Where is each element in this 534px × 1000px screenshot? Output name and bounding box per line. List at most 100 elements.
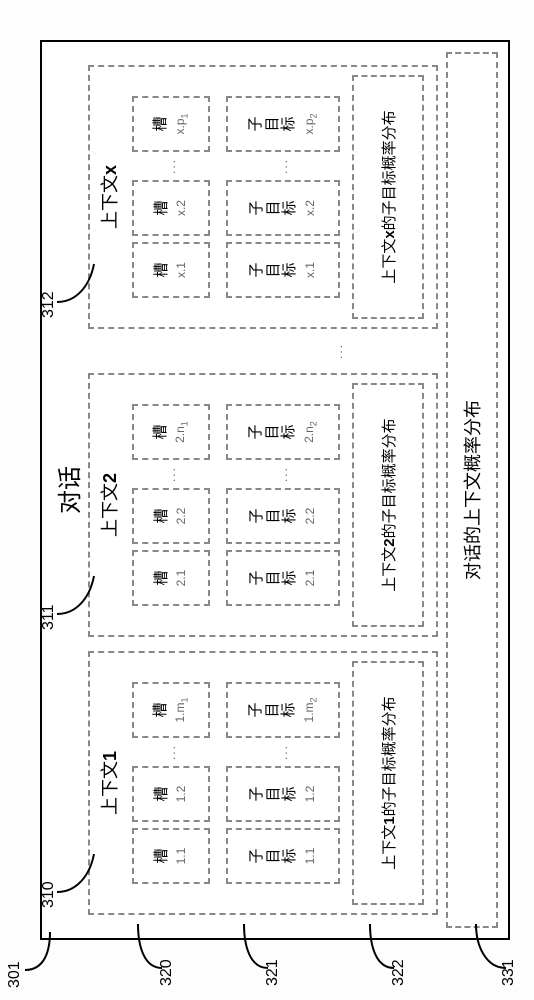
- context-2-title-suffix: 2: [100, 473, 120, 483]
- subgoal-box: 子目标 2.2: [226, 488, 340, 544]
- slot-label: 槽: [154, 571, 171, 586]
- context-dist-label: 对话的上下文概率分布: [459, 400, 485, 580]
- context-dist-box: 对话的上下文概率分布: [446, 52, 498, 928]
- subgoal-index: 1.2: [303, 786, 317, 803]
- subgoal-box: 子目标 1.m2: [226, 682, 340, 738]
- slot-box: 槽1.m1: [132, 682, 210, 738]
- subgoal-label: 子目标: [249, 201, 299, 216]
- subgoal-index: 1.m2: [302, 698, 318, 723]
- subgoal-label: 子目标: [248, 117, 298, 132]
- slot-label: 槽: [153, 425, 170, 440]
- context-2-subgoals-row: 子目标 2.1 子目标 2.2 ... 子目标 2.n2: [222, 383, 344, 627]
- slot-label: 槽: [154, 509, 171, 524]
- callout-321: 321: [264, 959, 282, 986]
- subgoal-label: 子目标: [249, 849, 299, 864]
- ellipsis: ...: [276, 158, 290, 174]
- context-x-title-prefix: 上下文: [100, 175, 120, 229]
- subgoal-dist-label: 上下文2的子目标概率分布: [378, 418, 399, 591]
- slot-index: x.p1: [173, 113, 189, 134]
- subgoal-label: 子目标: [249, 571, 299, 586]
- subgoal-index: 2.1: [303, 570, 317, 587]
- context-1-subgoal-dist: 上下文1的子目标概率分布: [352, 661, 424, 905]
- context-2: 上下文2 槽2.1 槽2.2 ... 槽2.n1 子目标2.1 子目标2.2 .…: [88, 373, 438, 637]
- subgoal-label: 子目标: [249, 263, 299, 278]
- slot-box: 槽x.2: [132, 180, 210, 236]
- context-1-slots-row: 槽1.1 槽1.2 ... 槽1.m1: [128, 661, 214, 905]
- context-2-subgoal-dist: 上下文2的子目标概率分布: [352, 383, 424, 627]
- slot-box: 槽x.1: [132, 242, 210, 298]
- slot-box: 槽x.p1: [132, 96, 210, 152]
- ellipsis: ...: [164, 158, 178, 174]
- subgoal-label: 子目标: [248, 703, 298, 718]
- dialog-title: 对话: [42, 42, 91, 938]
- slot-index: 1.m1: [173, 698, 189, 723]
- subgoal-box: 子目标 2.n2: [226, 404, 340, 460]
- subgoal-box: 子目标 1.2: [226, 766, 340, 822]
- slot-label: 槽: [153, 117, 170, 132]
- subgoal-index: x.2: [303, 200, 317, 216]
- callout-curve: [52, 260, 98, 310]
- subgoal-label: 子目标: [249, 787, 299, 802]
- context-1-title: 上下文1: [96, 661, 122, 905]
- context-1-subgoals-row: 子目标 1.1 子目标 1.2 ... 子目标 1.m2: [222, 661, 344, 905]
- slot-box: 槽2.n1: [132, 404, 210, 460]
- context-1-title-suffix: 1: [100, 751, 120, 761]
- subgoal-index: 2.2: [303, 508, 317, 525]
- context-x-subgoal-dist: 上下文x的子目标概率分布: [352, 75, 424, 319]
- subgoal-box: 子目标x.p2: [226, 96, 340, 152]
- subgoal-box: 子目标 2.1: [226, 550, 340, 606]
- subgoal-box: 子目标 x.1: [226, 242, 340, 298]
- context-x-title-suffix: x: [100, 165, 120, 175]
- subgoal-box: 子目标 x.2: [226, 180, 340, 236]
- context-1: 上下文1 槽1.1 槽1.2 ... 槽1.m1 子目标1.1 子目标1.2 .…: [88, 651, 438, 915]
- callout-322: 322: [390, 959, 408, 986]
- callout-301: 301: [6, 961, 24, 988]
- slot-label: 槽: [154, 849, 171, 864]
- context-x: 上下文x 槽x.1 槽x.2 ... 槽x.p1 子目标x.1 子目标x.2 .…: [88, 65, 438, 329]
- callout-curve: [52, 850, 98, 900]
- subgoal-label: 子目标: [249, 509, 299, 524]
- slot-label: 槽: [154, 787, 171, 802]
- ellipsis: ...: [276, 744, 290, 760]
- ellipsis-between-contexts: ...: [181, 343, 345, 359]
- subgoal-dist-label: 上下文1的子目标概率分布: [378, 696, 399, 869]
- context-x-slots-row: 槽x.1 槽x.2 ... 槽x.p1: [128, 75, 214, 319]
- slot-box: 槽1.2: [132, 766, 210, 822]
- ellipsis: ...: [164, 466, 178, 482]
- callout-312: 312: [40, 291, 58, 318]
- subgoal-dist-label: 上下文x的子目标概率分布: [378, 110, 399, 283]
- slot-box: 槽2.2: [132, 488, 210, 544]
- context-2-slots-row: 槽2.1 槽2.2 ... 槽2.n1: [128, 383, 214, 627]
- subgoal-index: 1.1: [303, 848, 317, 865]
- subgoal-index: x.1: [303, 262, 317, 278]
- slot-box: 槽2.1: [132, 550, 210, 606]
- slot-index: 2.n1: [173, 421, 189, 443]
- callout-320: 320: [158, 959, 176, 986]
- subgoal-index: 2.n2: [302, 421, 318, 443]
- slot-label: 槽: [154, 201, 171, 216]
- context-x-subgoals-row: 子目标 x.1 子目标 x.2 ... 子目标x.p2: [222, 75, 344, 319]
- slot-index: 1.1: [174, 848, 188, 865]
- slot-label: 槽: [153, 703, 170, 718]
- context-1-title-prefix: 上下文: [100, 761, 120, 815]
- dialog-box: 对话 上下文1 槽1.1 槽1.2 ... 槽1.m1 子目标1.1: [40, 40, 510, 940]
- subgoal-box: 子目标 1.1: [226, 828, 340, 884]
- slot-index: 1.2: [174, 786, 188, 803]
- callout-311: 311: [40, 604, 58, 630]
- slot-label: 槽: [154, 263, 171, 278]
- subgoal-label: 子目标: [248, 425, 298, 440]
- slot-index: 2.1: [174, 570, 188, 587]
- slot-box: 槽1.1: [132, 828, 210, 884]
- contexts-area: 上下文1 槽1.1 槽1.2 ... 槽1.m1 子目标1.1 子目标1.2 .…: [88, 42, 438, 938]
- callout-curve: [52, 572, 98, 622]
- callout-310: 310: [40, 881, 58, 908]
- slot-index: x.1: [174, 262, 188, 278]
- context-2-title-prefix: 上下文: [100, 483, 120, 537]
- slot-index: x.2: [174, 200, 188, 216]
- ellipsis: ...: [164, 744, 178, 760]
- callout-curve: [20, 920, 60, 980]
- callout-331: 331: [500, 959, 518, 986]
- ellipsis: ...: [276, 466, 290, 482]
- context-2-title: 上下文2: [96, 383, 122, 627]
- slot-index: 2.2: [174, 508, 188, 525]
